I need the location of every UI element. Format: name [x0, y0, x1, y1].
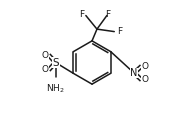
Text: N: N [130, 68, 138, 78]
Text: F: F [105, 10, 111, 19]
Text: S: S [52, 58, 59, 68]
Text: F: F [117, 27, 122, 36]
Text: O: O [142, 75, 149, 84]
Text: O: O [41, 65, 48, 74]
Text: F: F [80, 10, 85, 19]
Text: O: O [41, 51, 48, 60]
Text: O: O [142, 62, 149, 71]
Text: NH$_2$: NH$_2$ [46, 82, 65, 95]
